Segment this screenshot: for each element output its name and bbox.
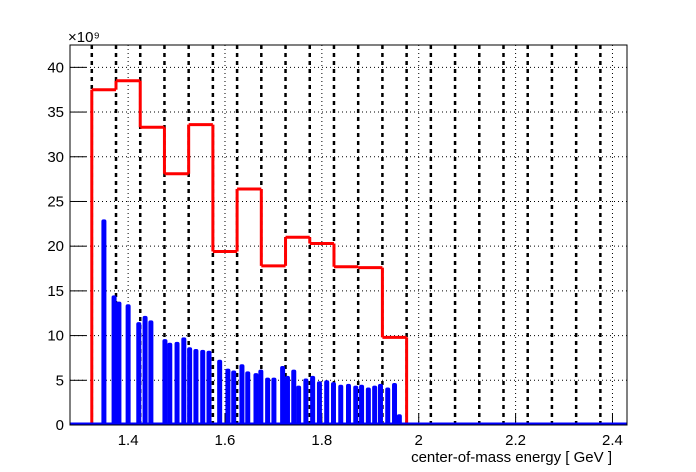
bar [193, 349, 199, 425]
y-tick-label: 10 [47, 328, 64, 345]
bar [392, 382, 398, 425]
bar [316, 381, 322, 425]
y-tick-label: 40 [47, 59, 64, 76]
bar [231, 370, 237, 425]
x-tick-label: 2.2 [505, 432, 526, 449]
bar [116, 301, 122, 425]
bar [396, 414, 402, 425]
bar [253, 373, 259, 425]
bar [291, 369, 297, 425]
y-tick-label: 15 [47, 283, 64, 300]
x-tick-label: 1.4 [118, 432, 139, 449]
bar [136, 322, 142, 425]
y-tick-label: 20 [47, 238, 64, 255]
bar [200, 349, 206, 425]
bar [284, 375, 290, 425]
bar [271, 377, 277, 425]
bar [101, 219, 107, 425]
y-tick-label: 0 [56, 417, 64, 434]
y-tick-label: 25 [47, 193, 64, 210]
bar [353, 385, 359, 425]
bar [217, 359, 223, 425]
x-axis-title: center-of-mass energy [ GeV ] [411, 449, 612, 466]
bar [338, 384, 344, 425]
bar [310, 375, 316, 425]
y-tick-label: 35 [47, 104, 64, 121]
bar [330, 382, 336, 425]
bar [385, 387, 391, 425]
bar [303, 378, 309, 425]
bar [111, 295, 117, 425]
x-tick-label: 1.6 [215, 432, 236, 449]
bar [377, 383, 383, 425]
bar [359, 384, 365, 425]
bar [324, 380, 330, 425]
x-tick-label: 2 [415, 432, 423, 449]
bar [239, 364, 245, 425]
bar [280, 365, 286, 425]
bar [162, 339, 168, 425]
bar [245, 371, 251, 425]
bar [125, 304, 131, 425]
y-tick-label: 30 [47, 149, 64, 166]
bar [142, 315, 148, 425]
bar [346, 383, 351, 425]
bar [187, 347, 193, 425]
plot-frame [69, 44, 628, 426]
bar [225, 368, 231, 425]
y-multiplier: ×10⁹ [68, 29, 100, 46]
bar [167, 342, 173, 425]
bar [174, 341, 180, 425]
bar [181, 337, 187, 425]
bar [372, 385, 378, 425]
bar [148, 320, 154, 425]
bar [296, 385, 302, 425]
bar [206, 350, 212, 425]
x-tick-label: 1.8 [311, 432, 332, 449]
x-tick-label: 2.4 [602, 432, 623, 449]
bar [365, 387, 371, 425]
bar [258, 369, 264, 425]
bar [265, 377, 271, 425]
y-tick-label: 5 [56, 372, 64, 389]
